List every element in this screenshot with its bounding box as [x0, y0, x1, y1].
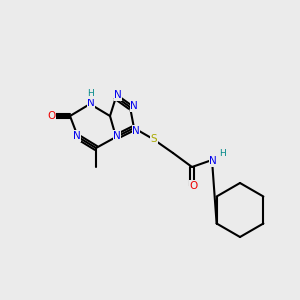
Text: N: N — [132, 126, 140, 136]
Text: N: N — [87, 98, 95, 108]
Text: O: O — [47, 111, 55, 121]
Text: N: N — [114, 90, 122, 100]
Text: H: H — [220, 148, 226, 158]
Text: N: N — [130, 101, 138, 111]
Text: S: S — [151, 134, 157, 144]
Text: N: N — [113, 131, 121, 141]
Text: N: N — [209, 156, 217, 166]
Text: O: O — [190, 181, 198, 191]
Text: H: H — [88, 89, 94, 98]
Text: N: N — [73, 131, 81, 141]
